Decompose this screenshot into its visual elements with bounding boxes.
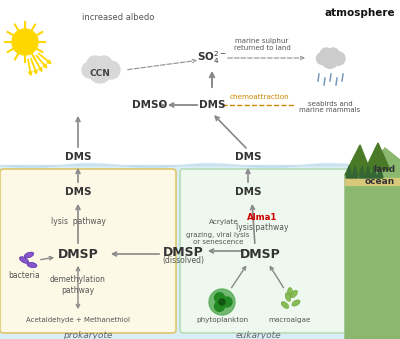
Circle shape [322,52,338,68]
Circle shape [327,48,339,60]
Circle shape [222,297,232,307]
Text: ocean: ocean [365,178,395,186]
Text: SO$_4^{2-}$: SO$_4^{2-}$ [197,49,227,66]
Text: land: land [373,165,395,175]
Text: CCN: CCN [90,68,110,78]
Text: (dissolved): (dissolved) [162,257,204,265]
Circle shape [96,56,112,72]
Text: DMSO: DMSO [132,100,168,110]
Text: grazing, viral lysis
or senescence: grazing, viral lysis or senescence [186,232,250,244]
Text: lysis  pathway: lysis pathway [50,218,106,226]
Text: seabirds and
marine mammals: seabirds and marine mammals [299,100,361,114]
Text: DMS: DMS [235,152,261,162]
Polygon shape [359,166,365,178]
Circle shape [320,48,332,60]
Text: Acrylate: Acrylate [209,219,239,225]
Text: DMSP: DMSP [240,248,280,261]
Text: DMSP: DMSP [58,248,98,261]
Text: Alma1: Alma1 [247,214,277,222]
Text: macroalgae: macroalgae [269,317,311,323]
Circle shape [214,293,224,303]
Ellipse shape [27,262,37,267]
Text: marine sulphur
returned to land: marine sulphur returned to land [234,38,290,51]
FancyBboxPatch shape [180,169,353,333]
Circle shape [87,56,103,72]
Polygon shape [345,178,400,185]
Circle shape [102,61,120,79]
Text: chemoattraction: chemoattraction [229,94,289,100]
Polygon shape [371,166,377,178]
Ellipse shape [24,252,34,258]
Polygon shape [365,143,390,170]
Circle shape [12,29,38,55]
FancyBboxPatch shape [0,169,176,333]
Text: demethylation
pathway: demethylation pathway [50,275,106,295]
Circle shape [214,301,224,311]
Text: DMS: DMS [65,152,91,162]
Text: prokaryote: prokaryote [63,331,113,339]
Circle shape [316,53,328,64]
Ellipse shape [285,293,291,301]
Bar [0,165,400,339]
Ellipse shape [290,290,298,298]
Text: eukaryote: eukaryote [235,331,281,339]
Circle shape [209,289,235,315]
Text: increased albedo: increased albedo [82,13,154,21]
Ellipse shape [281,301,289,308]
Text: DMS: DMS [199,100,225,110]
Text: atmosphere: atmosphere [324,8,395,18]
Circle shape [332,52,345,65]
Circle shape [89,61,111,83]
Ellipse shape [20,257,28,263]
Text: lysis pathway: lysis pathway [236,223,288,233]
Text: phytoplankton: phytoplankton [196,317,248,323]
Ellipse shape [292,300,300,306]
Polygon shape [345,145,372,175]
Text: DMS: DMS [65,187,91,197]
Polygon shape [352,166,358,178]
Polygon shape [346,166,352,178]
Circle shape [219,299,225,305]
Text: Acetaldehyde + Methanethiol: Acetaldehyde + Methanethiol [26,317,130,323]
Circle shape [82,62,98,78]
Text: bacteria: bacteria [8,271,40,279]
Text: DMS: DMS [235,187,261,197]
Text: DMSP: DMSP [163,245,203,259]
Ellipse shape [288,287,292,297]
Polygon shape [377,166,383,178]
Polygon shape [345,148,400,339]
Polygon shape [365,166,371,178]
